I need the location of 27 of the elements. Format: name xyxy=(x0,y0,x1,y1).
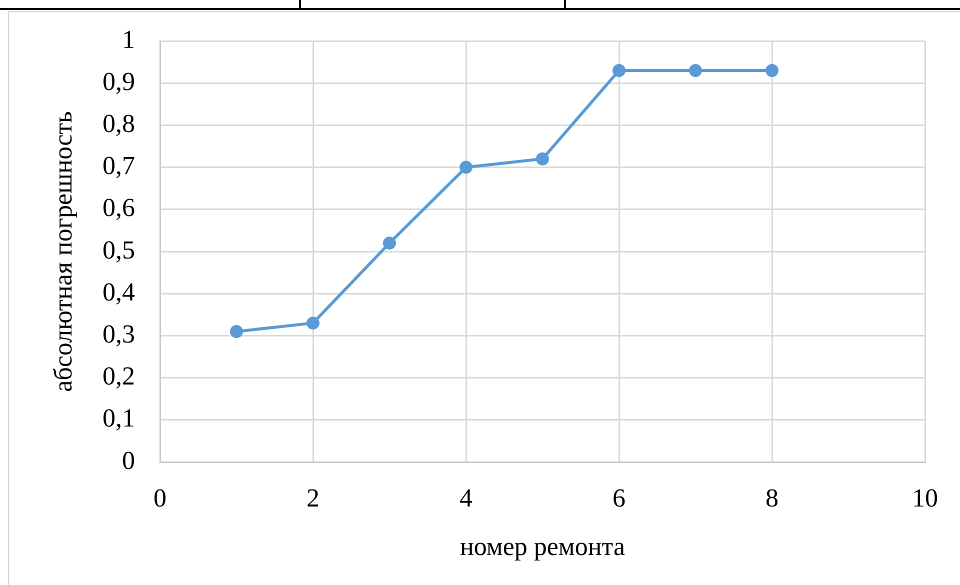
y-tick-label: 0,9 xyxy=(102,66,135,96)
y-tick-label: 0,6 xyxy=(102,193,135,222)
point xyxy=(689,64,702,77)
point xyxy=(230,324,243,338)
x-tick-label: 0 xyxy=(154,483,166,512)
y-tick-label: 0 xyxy=(122,446,135,475)
x-tick-label: 4 xyxy=(460,483,472,512)
point xyxy=(536,152,549,166)
point xyxy=(460,160,472,174)
y-tick-label: 0,4 xyxy=(102,277,135,306)
x-tick-label: 2 xyxy=(306,483,320,512)
point xyxy=(383,236,396,250)
point xyxy=(306,316,320,330)
y-tick-label: 0,2 xyxy=(102,362,135,391)
y-tick-label: 0,5 xyxy=(102,235,135,264)
y-axis-title: абсолютная погрешность xyxy=(48,110,78,392)
x-tick-label: 8 xyxy=(766,483,778,512)
point xyxy=(766,64,778,77)
x-tick-label: 10 xyxy=(912,483,938,512)
y-tick-label: 0,1 xyxy=(102,404,135,433)
x-tick-label: 6 xyxy=(612,483,626,512)
y-tick-label: 0,8 xyxy=(102,109,135,138)
y-tick-label: 1 xyxy=(122,24,135,54)
y-tick-label: 0,7 xyxy=(102,151,135,180)
x-axis-title: номер ремонта xyxy=(460,532,626,562)
y-tick-label: 0,3 xyxy=(102,320,135,349)
point xyxy=(612,64,626,77)
